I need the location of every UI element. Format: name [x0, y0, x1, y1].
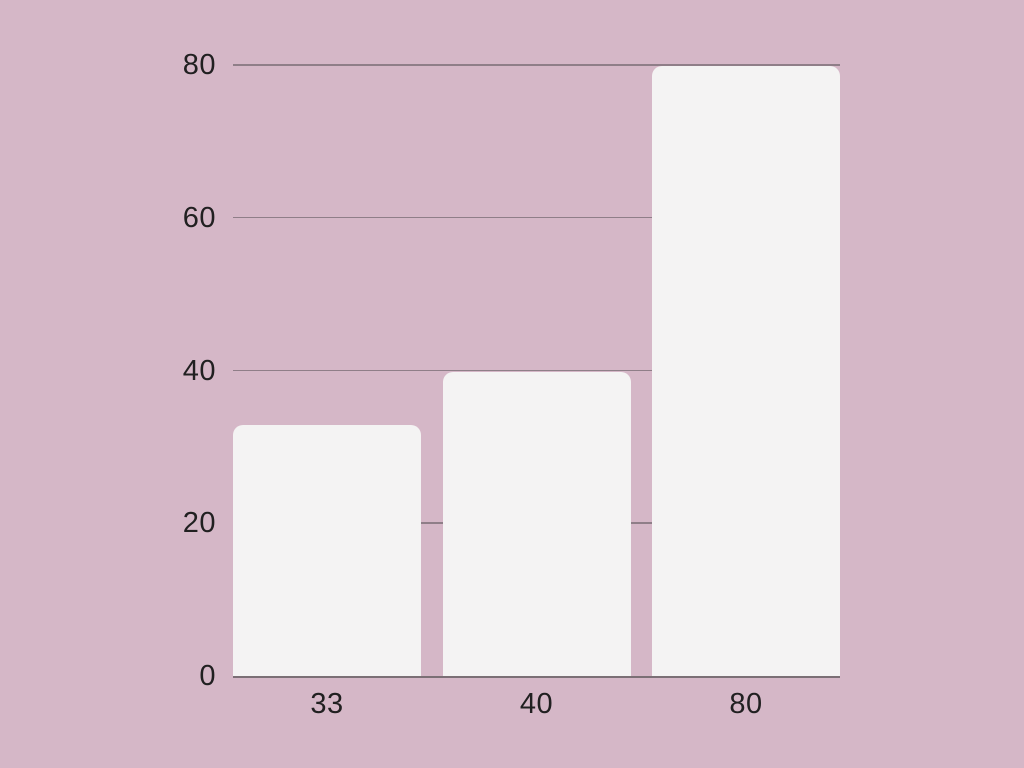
y-tick-label: 20 [182, 507, 216, 540]
x-tick-label: 40 [519, 688, 554, 720]
x-tick-label: 33 [310, 688, 344, 720]
gridline [233, 216, 840, 219]
y-tick-label: 80 [182, 49, 216, 81]
bar [442, 371, 631, 677]
y-tick-label: 0 [199, 660, 216, 692]
bar [652, 66, 840, 677]
bar [233, 424, 421, 677]
gridline [233, 369, 840, 371]
plot-area: 0 20 40 60 80 33 40 80 [183, 50, 840, 719]
y-tick-label: 60 [182, 201, 216, 234]
gridline [233, 64, 840, 66]
y-tick-label: 40 [182, 354, 216, 387]
x-tick-label: 80 [729, 688, 763, 720]
x-axis-line [233, 676, 840, 678]
